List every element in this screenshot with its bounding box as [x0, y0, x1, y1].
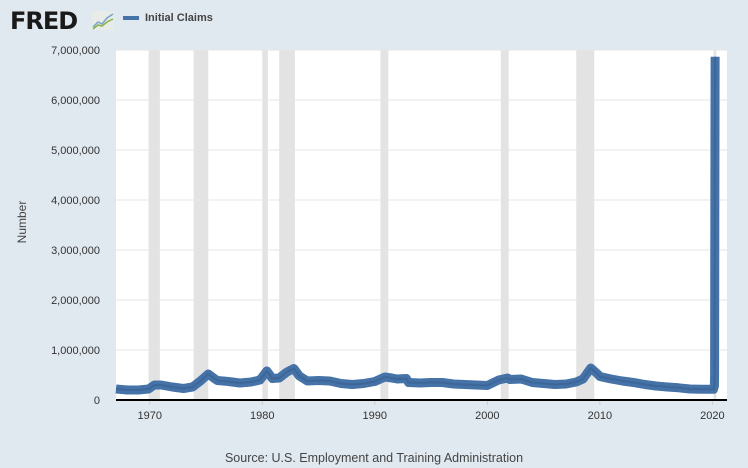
recession-band: [262, 50, 268, 400]
y-tick-label: 3,000,000: [51, 245, 100, 257]
x-tick-label: 2020: [700, 410, 724, 422]
source-note: Source: U.S. Employment and Training Adm…: [224, 451, 524, 465]
y-tick-label: 4,000,000: [51, 195, 100, 207]
recession-band: [380, 50, 389, 400]
chart-line-icon: [92, 11, 114, 30]
legend-swatch: [123, 16, 139, 20]
fred-logo[interactable]: FRED: [10, 7, 78, 35]
recession-band: [148, 50, 160, 400]
y-tick-label: 1,000,000: [51, 345, 100, 357]
x-tick-label: 2000: [475, 410, 499, 422]
recession-band: [193, 50, 209, 400]
x-tick-label: 1990: [363, 410, 387, 422]
recession-band: [576, 50, 595, 400]
x-tick-label: 1980: [250, 410, 274, 422]
y-tick-label: 7,000,000: [51, 45, 100, 57]
y-tick-label: 0: [94, 395, 100, 407]
recession-band: [279, 50, 295, 400]
y-tick-label: 6,000,000: [51, 95, 100, 107]
y-tick-label: 5,000,000: [51, 145, 100, 157]
plot-area: [116, 50, 727, 400]
recession-band: [500, 50, 509, 400]
legend[interactable]: Initial Claims: [123, 12, 213, 24]
legend-label: Initial Claims: [145, 12, 213, 24]
x-tick-label: 1970: [138, 410, 162, 422]
series-line-initial-claims: [115, 56, 717, 391]
y-tick-label: 2,000,000: [51, 295, 100, 307]
x-tick-label: 2010: [588, 410, 612, 422]
